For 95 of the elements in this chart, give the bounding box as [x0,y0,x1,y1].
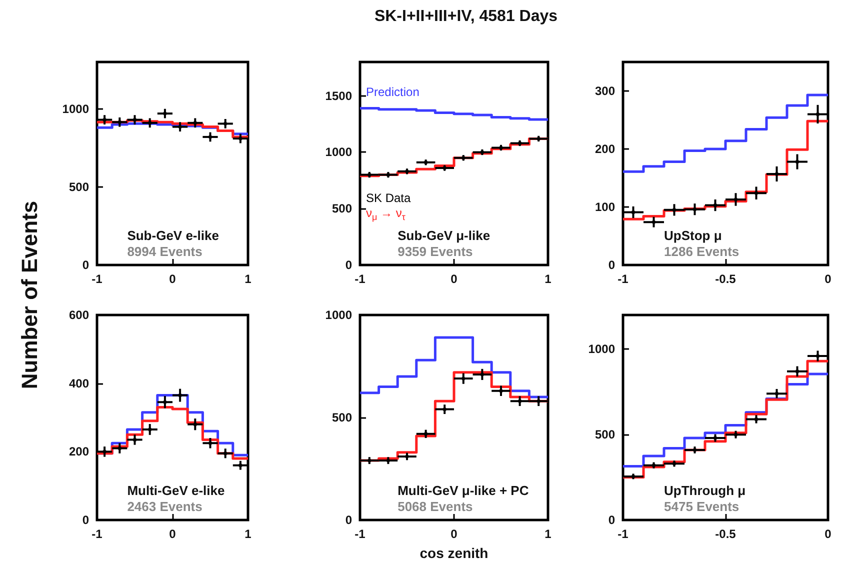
annotation: Sub-GeV μ-like [398,228,490,243]
point [774,172,779,176]
point [208,134,212,139]
point [795,369,800,374]
annotation: 9359 Events [398,244,473,259]
point [816,112,820,116]
point [118,120,122,124]
x-tick-label: -1 [92,527,103,541]
point [193,120,198,125]
annotation: 5475 Events [664,499,740,514]
point [692,207,697,212]
point [652,220,656,224]
point [442,407,447,412]
x-tick-label: -1 [618,272,629,286]
point [734,197,738,202]
y-tick-label: 0 [608,258,616,272]
point [118,446,122,450]
point [238,136,242,141]
y-axis-title: Number of Events [17,200,43,390]
point [132,438,137,442]
annotation: Sub-GeV e-like [127,228,219,243]
x-tick-label: 0 [450,272,458,286]
annotation: UpThrough μ [664,483,746,498]
y-tick-label: 200 [594,142,616,156]
annotation: 2463 Events [127,499,202,514]
point [238,463,242,468]
point [795,160,800,164]
x-tick-label: 0 [169,272,176,286]
annotation: 8994 Events [127,244,202,259]
y-tick-label: 500 [68,180,90,194]
x-tick-label: -0.5 [715,272,736,286]
point [754,191,758,196]
x-tick-label: 1 [544,527,552,541]
y-tick-label: 500 [332,202,352,216]
y-tick-label: 600 [68,308,90,322]
x-tick-label: 0 [824,527,832,541]
point [193,422,198,426]
x-tick-label: 1 [244,272,252,286]
x-tick-label: -1 [618,527,629,541]
y-tick-label: 1000 [325,308,352,322]
point [208,441,212,446]
y-tick-label: 0 [82,258,90,272]
point [774,392,779,396]
y-tick-label: 0 [82,513,90,527]
y-tick-label: 400 [68,376,90,390]
point [162,400,167,404]
x-tick-label: -1 [354,272,366,286]
y-tick-label: 1000 [62,102,90,116]
point [162,112,167,116]
x-axis-title: cos zenith [420,545,488,561]
point [148,120,152,125]
point [518,399,522,404]
y-tick-label: 500 [594,428,616,442]
y-tick-label: 1000 [325,145,352,160]
annotation: UpStop μ [664,228,722,243]
annotation: Multi-GeV μ-like + PC [398,483,530,498]
point [223,451,228,456]
point [178,124,182,129]
point [102,118,107,122]
y-tick-label: 300 [594,84,616,98]
x-tick-label: 0 [169,527,176,541]
series-label: Prediction [366,85,420,100]
point [631,210,636,214]
x-tick-label: 0 [450,527,458,541]
x-tick-label: -1 [92,272,103,286]
y-tick-label: 500 [332,410,352,424]
x-tick-label: 1 [244,527,252,541]
point [713,203,718,208]
point [148,427,152,432]
point [499,388,503,393]
point [223,122,228,126]
y-tick-label: 100 [594,200,616,214]
point [461,376,466,381]
y-tick-label: 200 [68,444,90,459]
x-tick-label: -0.5 [715,527,736,541]
point [102,450,107,454]
y-tick-label: 0 [608,513,616,527]
annotation: Multi-GeV e-like [127,483,225,498]
y-tick-label: 1500 [325,88,352,103]
chart-title: SK-I+II+III+IV, 4581 Days [374,8,558,26]
y-tick-label: 0 [345,513,352,527]
point [672,208,676,212]
annotation: 1286 Events [664,244,740,259]
annotation: 5068 Events [398,499,473,514]
point [132,118,137,122]
point [536,399,541,404]
point [816,354,820,358]
y-tick-label: 0 [345,258,352,272]
x-tick-label: 0 [824,272,832,286]
point [178,393,182,398]
x-tick-label: 1 [544,272,552,286]
y-tick-label: 1000 [588,342,616,356]
point [480,372,484,376]
series-label: SK Data [366,190,412,205]
x-tick-label: -1 [354,527,366,541]
